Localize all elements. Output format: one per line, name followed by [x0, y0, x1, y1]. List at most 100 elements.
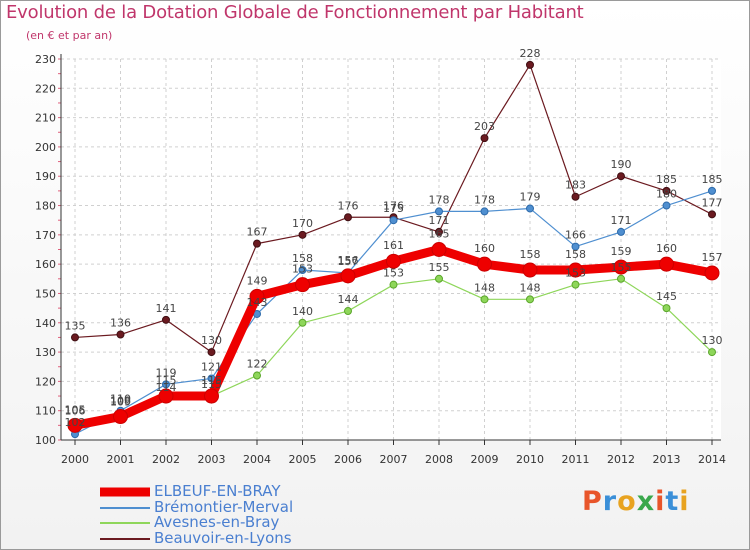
data-point: [253, 371, 261, 380]
legend-swatch-bremontier: [100, 506, 150, 509]
data-label: 149: [247, 274, 268, 287]
data-label: 177: [702, 196, 723, 209]
data-label: 135: [65, 319, 86, 332]
data-point: [526, 204, 534, 213]
data-label: 157: [702, 251, 723, 264]
data-point: [253, 239, 261, 248]
brand-letter: P: [582, 486, 603, 517]
x-tick-label: 2013: [653, 453, 681, 466]
y-tick-label: 170: [35, 229, 56, 242]
data-point: [389, 280, 398, 289]
data-label: 160: [656, 242, 677, 255]
data-label: 183: [565, 179, 586, 192]
data-label: 109: [110, 396, 131, 409]
data-point: [526, 295, 534, 304]
y-tick-label: 230: [35, 53, 56, 66]
data-point: [708, 348, 716, 357]
data-point: [435, 207, 443, 216]
data-label: 157: [338, 255, 359, 268]
data-point: [71, 333, 79, 342]
chart-title: Evolution de la Dotation Globale de Fonc…: [6, 2, 584, 23]
data-label: 115: [156, 374, 177, 387]
legend-label: Brémontier-Merval: [154, 497, 294, 516]
data-point: [162, 315, 170, 324]
brand-letter: t: [665, 486, 680, 517]
data-point: [295, 277, 310, 293]
data-point: [158, 388, 174, 404]
data-point: [435, 227, 443, 236]
data-label: 102: [65, 416, 86, 429]
data-label: 121: [201, 360, 222, 373]
data-label: 176: [383, 199, 404, 212]
data-label: 155: [611, 261, 632, 274]
y-tick-label: 160: [35, 258, 56, 271]
data-label: 155: [429, 261, 450, 274]
data-point: [435, 274, 443, 283]
data-label: 176: [338, 199, 359, 212]
data-point: [116, 330, 125, 339]
legend-swatch-avesnes: [100, 522, 150, 524]
data-label: 158: [292, 252, 313, 265]
data-label: 140: [292, 305, 313, 318]
data-label: 105: [65, 403, 86, 416]
data-point: [526, 60, 534, 69]
data-point: [162, 380, 170, 389]
data-point: [480, 295, 489, 304]
data-label: 178: [429, 193, 450, 206]
x-tick-label: 2004: [243, 453, 271, 466]
data-label: 175: [383, 202, 404, 215]
y-tick-label: 180: [35, 200, 56, 213]
data-point: [659, 256, 674, 272]
data-point: [662, 304, 671, 313]
y-tick-label: 200: [35, 141, 56, 154]
y-tick-label: 220: [35, 82, 56, 95]
data-label: 165: [429, 228, 450, 241]
y-tick-label: 100: [35, 434, 56, 447]
data-label: 171: [611, 214, 632, 227]
x-tick-label: 2002: [152, 453, 180, 466]
y-tick-label: 120: [35, 375, 56, 388]
data-label: 167: [247, 226, 268, 239]
data-point: [662, 201, 671, 210]
data-label: 179: [520, 190, 541, 203]
data-point: [298, 230, 307, 239]
data-label: 161: [383, 239, 404, 252]
data-label: 115: [201, 374, 222, 387]
x-tick-label: 2009: [471, 453, 499, 466]
brand-letter: o: [617, 486, 637, 517]
brand-letter: i: [679, 486, 690, 517]
data-point: [204, 388, 219, 404]
data-label: 110: [110, 393, 131, 406]
data-label: 141: [156, 302, 177, 315]
data-label: 156: [338, 254, 359, 267]
legend-label: ELBEUF-EN-BRAY: [154, 482, 281, 500]
legend-label: Avesnes-en-Bray: [154, 513, 280, 531]
brand-letter: x: [636, 486, 656, 517]
data-label: 130: [201, 334, 222, 347]
x-tick-label: 2000: [61, 453, 89, 466]
data-point: [477, 256, 492, 272]
y-tick-label: 150: [35, 287, 56, 300]
data-point: [571, 280, 580, 289]
legend-swatch-beauvoir: [100, 537, 150, 540]
data-label: 130: [702, 334, 723, 347]
chart-subtitle: (en € et par an): [26, 29, 113, 42]
plot-area: [61, 59, 721, 440]
y-tick-label: 140: [35, 317, 56, 330]
data-point: [617, 227, 625, 236]
x-tick-label: 2006: [334, 453, 362, 466]
data-point: [613, 259, 629, 275]
data-point: [67, 417, 83, 433]
data-point: [249, 288, 265, 304]
data-label: 185: [656, 173, 677, 186]
data-label: 158: [565, 248, 586, 261]
data-label: 108: [110, 395, 131, 408]
data-point: [708, 210, 716, 219]
x-tick-label: 2012: [607, 453, 635, 466]
data-point: [568, 262, 583, 278]
data-point: [480, 134, 489, 143]
data-label: 122: [247, 358, 268, 371]
data-label: 143: [247, 296, 268, 309]
y-tick-label: 110: [35, 405, 56, 418]
